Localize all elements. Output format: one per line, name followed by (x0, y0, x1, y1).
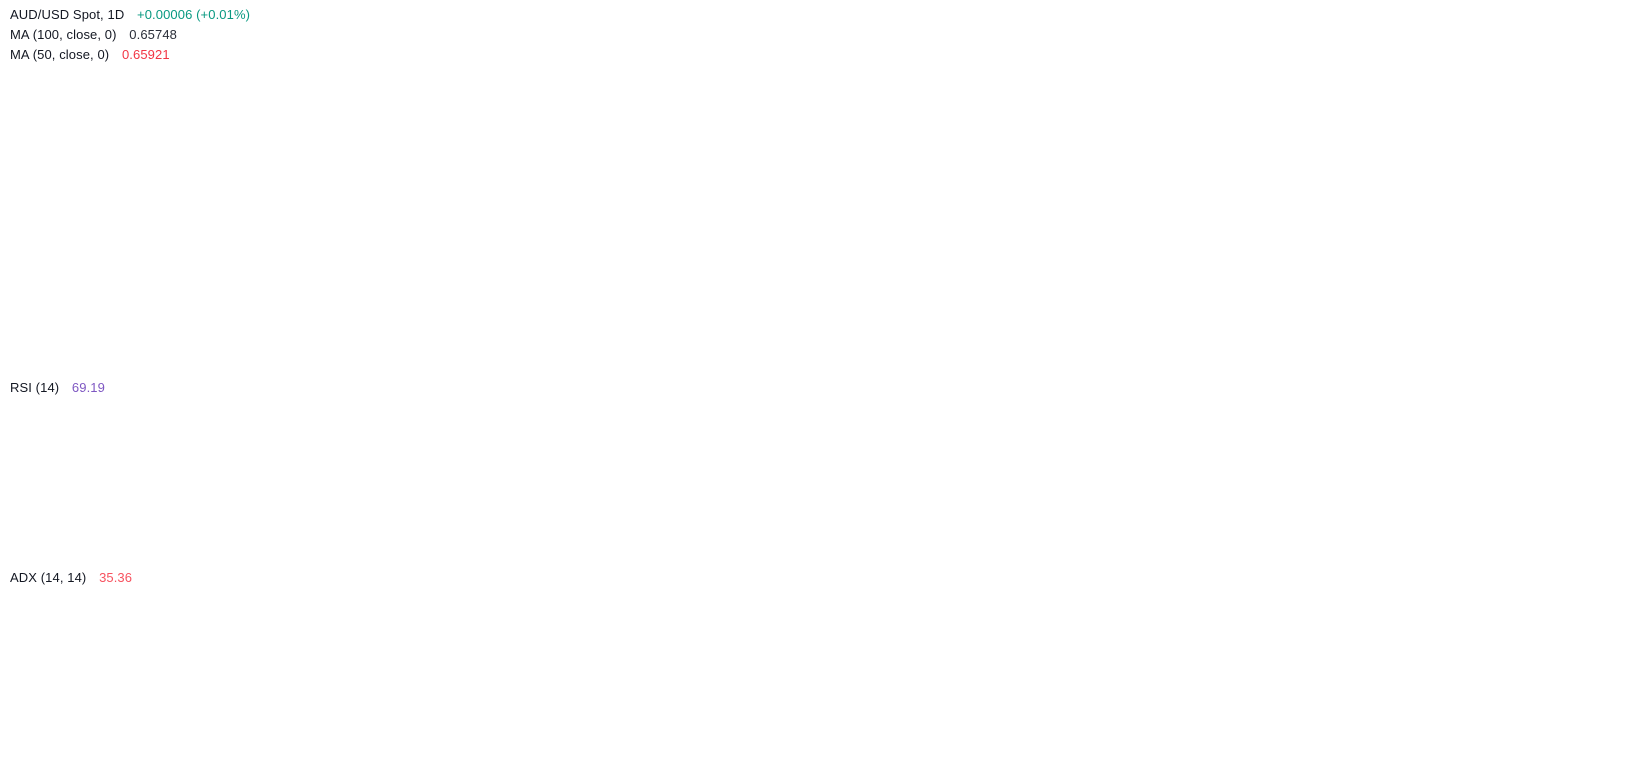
change-value: +0.00006 (+0.01%) (137, 7, 251, 22)
ma50-value: 0.65921 (121, 47, 170, 62)
rsi-value: 69.19 (71, 380, 105, 395)
time-scale[interactable] (0, 746, 1632, 783)
adx-legend[interactable]: ADX (14, 14) 35.36 (10, 570, 132, 585)
rsi-legend[interactable]: RSI (14) 69.19 (10, 380, 105, 395)
symbol-title: AUD/USD Spot, 1D (10, 7, 125, 22)
rsi-label: RSI (14) (10, 380, 60, 395)
ma50-label: MA (50, close, 0) (10, 47, 110, 62)
adx-label: ADX (14, 14) (10, 570, 87, 585)
ma100-legend[interactable]: MA (100, close, 0) 0.65748 (10, 27, 177, 42)
ma100-label: MA (100, close, 0) (10, 27, 117, 42)
symbol-legend[interactable]: AUD/USD Spot, 1D +0.00006 (+0.01%) (10, 7, 250, 22)
price-scale[interactable] (1556, 0, 1632, 745)
ma50-legend[interactable]: MA (50, close, 0) 0.65921 (10, 47, 170, 62)
adx-value: 35.36 (99, 570, 133, 585)
ma100-value: 0.65748 (129, 27, 177, 42)
